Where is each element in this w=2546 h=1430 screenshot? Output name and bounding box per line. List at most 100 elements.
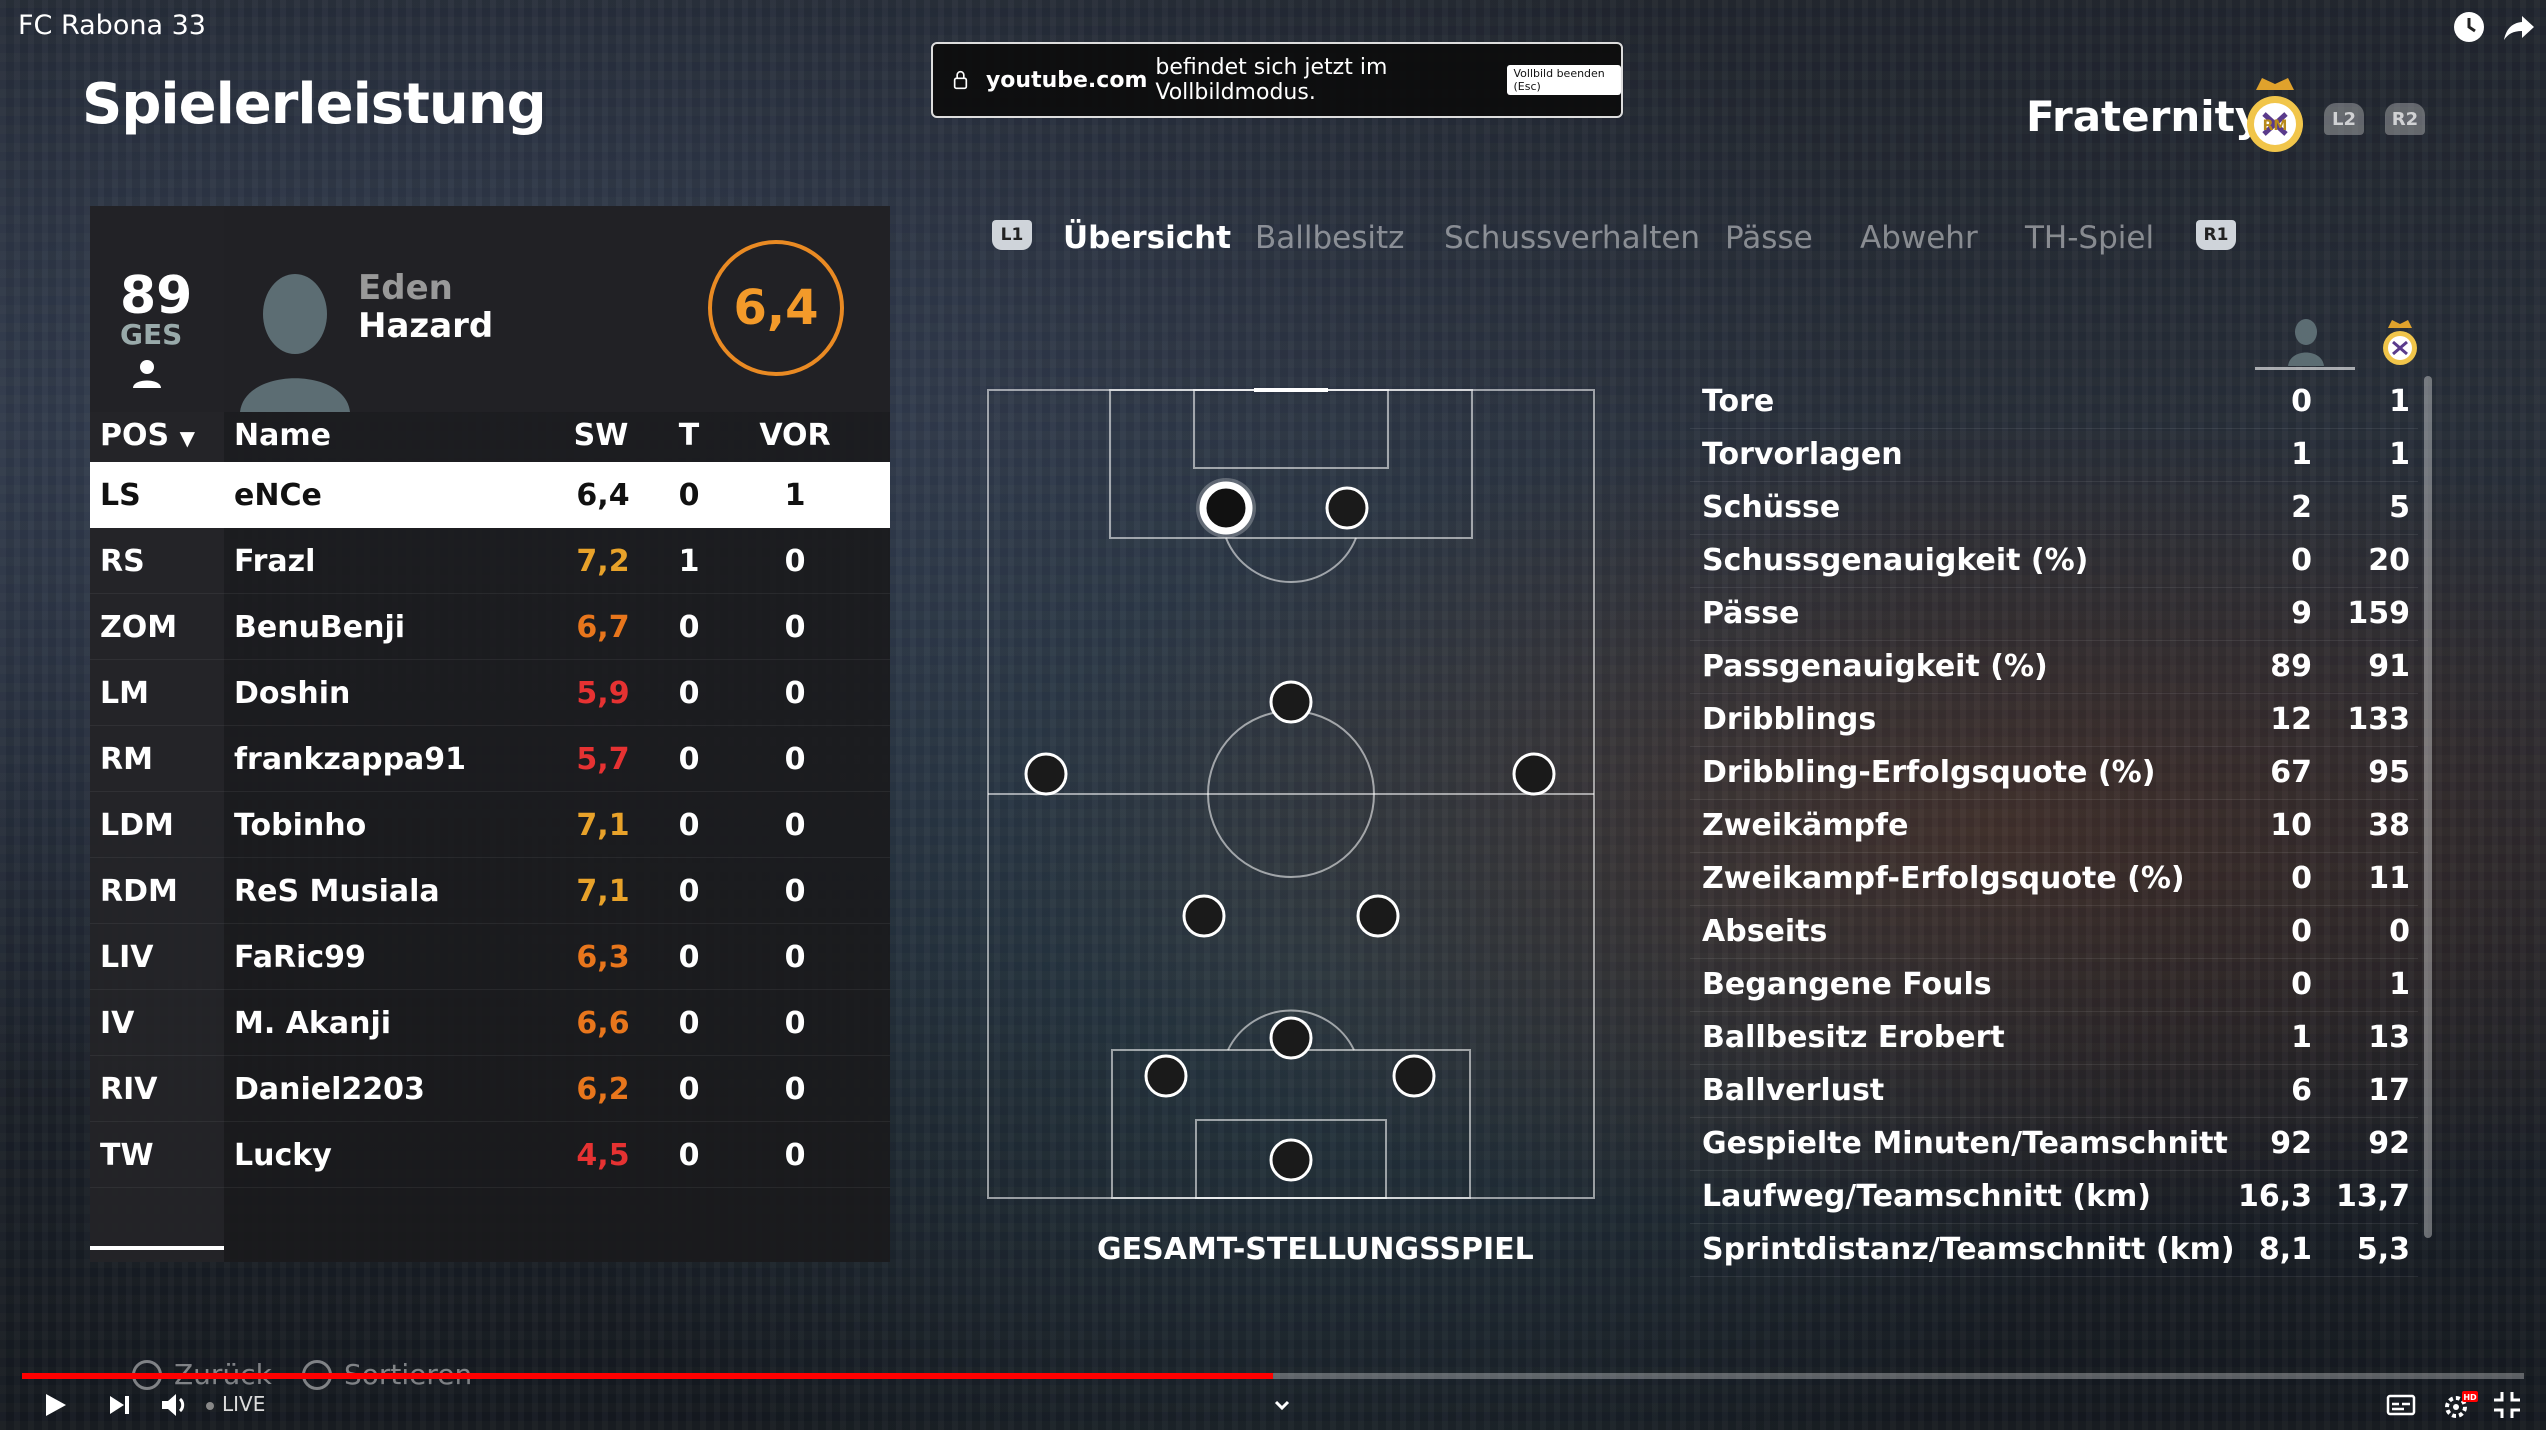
table-row[interactable]: LS eNCe 6,4 0 1 xyxy=(90,462,890,528)
team-crest-icon: RM xyxy=(2247,78,2303,152)
volume-icon[interactable] xyxy=(158,1388,192,1422)
settings-hd-icon[interactable]: HD xyxy=(2440,1388,2480,1422)
row-name: Tobinho xyxy=(234,808,367,843)
video-title[interactable]: FC Rabona 33 xyxy=(18,10,206,41)
stat-row: Pässe 9 159 xyxy=(1690,588,2418,641)
selected-player-card: 89 GES Eden Hazard 6,4 xyxy=(90,206,890,412)
stat-label: Zweikampf-Erfolgsquote (%) xyxy=(1702,861,2185,896)
match-rating-ring: 6,4 xyxy=(708,240,844,376)
table-scroll-indicator xyxy=(90,1246,224,1250)
table-row[interactable]: TW Lucky 4,5 0 0 xyxy=(90,1122,890,1188)
stat-label: Torvorlagen xyxy=(1702,437,1903,472)
share-icon[interactable] xyxy=(2502,10,2536,44)
tab-ballbesitz[interactable]: Ballbesitz xyxy=(1255,220,1405,256)
position-marker xyxy=(1512,752,1556,796)
stat-team-value: 91 xyxy=(2368,649,2410,684)
table-row[interactable]: LDM Tobinho 7,1 0 0 xyxy=(90,792,890,858)
row-pos: RS xyxy=(100,544,145,579)
stat-team-value: 1 xyxy=(2389,437,2410,472)
col-header-pos[interactable]: POS ▼ xyxy=(100,418,195,453)
watch-later-icon[interactable] xyxy=(2452,10,2486,44)
stat-row: Gespielte Minuten/Teamschnitt 92 92 xyxy=(1690,1118,2418,1171)
tab-th-spiel[interactable]: TH-Spiel xyxy=(2025,220,2155,256)
stat-player-value: 12 xyxy=(2270,702,2312,737)
subtitles-icon[interactable] xyxy=(2384,1388,2418,1422)
table-row[interactable]: RIV Daniel2203 6,2 0 0 xyxy=(90,1056,890,1122)
stat-label: Abseits xyxy=(1702,914,1828,949)
tab-uebersicht[interactable]: Übersicht xyxy=(1063,220,1232,256)
row-vor: 0 xyxy=(784,1072,806,1107)
r1-button[interactable]: R1 xyxy=(2196,220,2236,250)
tab-schussverhalten[interactable]: Schussverhalten xyxy=(1444,220,1701,256)
position-marker xyxy=(1024,752,1068,796)
progress-bar[interactable] xyxy=(22,1373,2524,1379)
exit-fullscreen-icon[interactable] xyxy=(2490,1388,2524,1422)
stat-team-value: 13 xyxy=(2368,1020,2410,1055)
positioning-pitch xyxy=(987,388,1595,1199)
exit-fullscreen-key[interactable]: Vollbild beenden (Esc) xyxy=(1507,65,1622,95)
stat-team-value: 20 xyxy=(2368,543,2410,578)
row-vor: 0 xyxy=(784,874,806,909)
stat-label: Begangene Fouls xyxy=(1702,967,1992,1002)
stat-row: Schussgenauigkeit (%) 0 20 xyxy=(1690,535,2418,588)
tab-abwehr[interactable]: Abwehr xyxy=(1860,220,1978,256)
play-icon[interactable] xyxy=(40,1388,70,1422)
stat-team-value: 5 xyxy=(2389,490,2410,525)
table-row[interactable]: LM Doshin 5,9 0 0 xyxy=(90,660,890,726)
table-row[interactable]: LIV FaRic99 6,3 0 0 xyxy=(90,924,890,990)
row-sw: 6,7 xyxy=(576,610,630,645)
table-row[interactable]: ZOM BenuBenji 6,7 0 0 xyxy=(90,594,890,660)
row-pos: RDM xyxy=(100,874,178,909)
position-marker xyxy=(1269,1138,1313,1182)
l2-button[interactable]: L2 xyxy=(2324,103,2364,135)
player-table-panel: 89 GES Eden Hazard 6,4 POS ▼ Name SW T V… xyxy=(90,206,890,1262)
row-name: Daniel2203 xyxy=(234,1072,425,1107)
col-header-sw[interactable]: SW xyxy=(573,418,629,453)
next-icon[interactable] xyxy=(104,1388,134,1422)
l1-button[interactable]: L1 xyxy=(992,220,1032,250)
stat-label: Dribblings xyxy=(1702,702,1877,737)
live-badge[interactable]: LIVE xyxy=(206,1392,265,1416)
stats-scrollbar[interactable] xyxy=(2424,376,2432,1238)
stat-player-value: 89 xyxy=(2270,649,2312,684)
table-row[interactable]: IV M. Akanji 6,6 0 0 xyxy=(90,990,890,1056)
stat-player-value: 92 xyxy=(2270,1126,2312,1161)
fullscreen-notice: youtube.com befindet sich jetzt im Vollb… xyxy=(931,42,1623,118)
col-header-t[interactable]: T xyxy=(678,418,700,453)
table-row[interactable]: RS Frazl 7,2 1 0 xyxy=(90,528,890,594)
row-sw: 4,5 xyxy=(576,1138,630,1173)
row-name: eNCe xyxy=(234,478,322,513)
stat-team-value: 5,3 xyxy=(2356,1232,2410,1267)
row-pos: LDM xyxy=(100,808,174,843)
player-silhouette-icon xyxy=(2288,319,2324,366)
position-marker xyxy=(1269,1016,1313,1060)
stat-row: Sprintdistanz/Teamschnitt (km) 8,1 5,3 xyxy=(1690,1224,2418,1277)
fullscreen-message: befindet sich jetzt im Vollbildmodus. xyxy=(1155,55,1388,105)
stat-row: Abseits 0 0 xyxy=(1690,906,2418,959)
row-name: M. Akanji xyxy=(234,1006,392,1041)
row-name: Frazl xyxy=(234,544,316,579)
page-title: Spielerleistung xyxy=(82,72,547,137)
row-name: frankzappa91 xyxy=(234,742,467,777)
col-header-vor[interactable]: VOR xyxy=(759,418,831,453)
stat-player-value: 67 xyxy=(2270,755,2312,790)
pitch-label: GESAMT-STELLUNGSSPIEL xyxy=(1097,1232,1534,1267)
svg-text:RM: RM xyxy=(2263,118,2288,134)
stat-player-value: 0 xyxy=(2291,543,2312,578)
tab-paesse[interactable]: Pässe xyxy=(1725,220,1813,256)
position-marker xyxy=(1269,680,1313,724)
position-marker xyxy=(1325,486,1369,530)
row-pos: ZOM xyxy=(100,610,178,645)
table-row[interactable]: RM frankzappa91 5,7 0 0 xyxy=(90,726,890,792)
r2-button[interactable]: R2 xyxy=(2385,103,2425,135)
stat-label: Sprintdistanz/Teamschnitt (km) xyxy=(1702,1232,2235,1267)
col-header-name[interactable]: Name xyxy=(234,418,331,453)
table-row[interactable]: RDM ReS Musiala 7,1 0 0 xyxy=(90,858,890,924)
stat-team-value: 92 xyxy=(2368,1126,2410,1161)
row-pos: LIV xyxy=(100,940,154,975)
fullscreen-domain: youtube.com xyxy=(985,67,1148,93)
chevron-down-icon[interactable] xyxy=(1270,1388,1294,1422)
player-last-name: Hazard xyxy=(358,306,494,346)
stat-row: Ballverlust 6 17 xyxy=(1690,1065,2418,1118)
stat-player-value: 6 xyxy=(2291,1073,2312,1108)
